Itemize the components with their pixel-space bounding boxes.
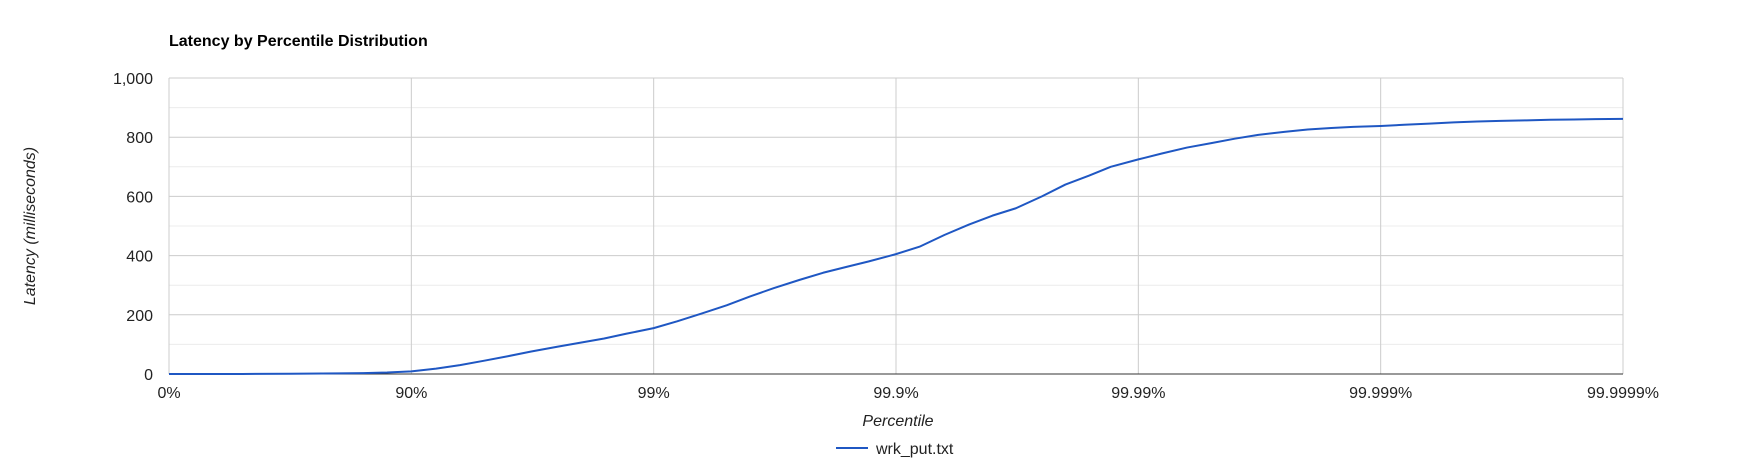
legend[interactable]: wrk_put.txt xyxy=(836,441,954,458)
chart-title: Latency by Percentile Distribution xyxy=(169,33,428,50)
x-tick-label: 90% xyxy=(395,385,427,402)
y-tick-label: 600 xyxy=(126,189,153,206)
y-tick-label: 1,000 xyxy=(113,71,153,88)
tick-labels: 0 200 400 600 800 1,000 0% 90% 99% 99.9% 99.99% 99.… xyxy=(113,71,1659,402)
y-tick-label: 200 xyxy=(126,308,153,325)
x-tick-label: 99% xyxy=(638,385,670,402)
y-axis-title: Latency (milliseconds) xyxy=(22,147,39,305)
series-layer xyxy=(169,117,1624,375)
legend-label: wrk_put.txt xyxy=(875,441,954,458)
x-tick-label: 99.999% xyxy=(1349,385,1412,402)
x-tick-label: 0% xyxy=(157,385,180,402)
grid xyxy=(168,77,1624,375)
x-axis-title: Percentile xyxy=(862,413,933,430)
series-line[interactable] xyxy=(169,117,1624,375)
x-tick-label: 99.9999% xyxy=(1587,385,1659,402)
x-tick-label: 99.9% xyxy=(873,385,918,402)
y-tick-label: 0 xyxy=(144,367,153,384)
y-tick-label: 800 xyxy=(126,130,153,147)
y-tick-label: 400 xyxy=(126,249,153,266)
x-tick-label: 99.99% xyxy=(1111,385,1165,402)
